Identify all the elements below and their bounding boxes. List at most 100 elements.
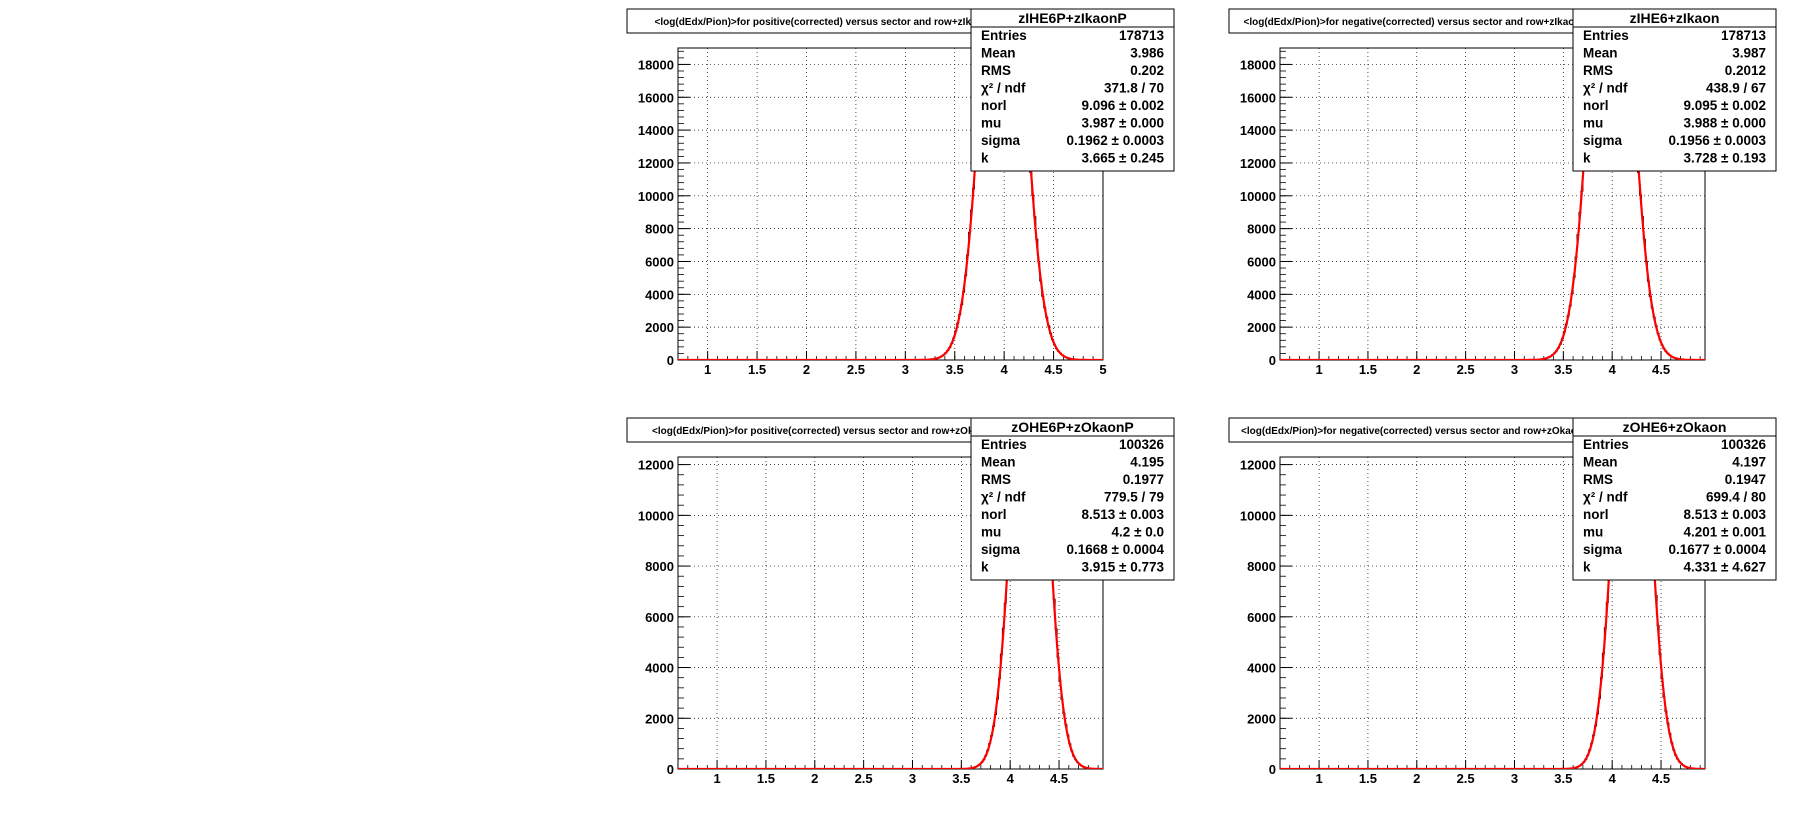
title-box	[626, 417, 1024, 443]
stats-label: RMS	[1583, 472, 1613, 487]
stats-value: 371.8 / 70	[1104, 81, 1164, 96]
x-tick-label: 1.5	[1359, 771, 1377, 786]
x-tick-label: 1.5	[748, 362, 766, 377]
y-tick-label: 2000	[645, 320, 674, 335]
x-tick-label: 4.5	[1652, 771, 1670, 786]
x-tick-label: 3.5	[952, 771, 970, 786]
stats-label: Mean	[1583, 46, 1618, 61]
panel-title: <log(dEdx/Pion)>for positive(corrected) …	[655, 17, 996, 28]
stats-label: norl	[981, 507, 1007, 522]
stats-label: mu	[981, 116, 1001, 131]
x-tick-label: 3	[1511, 771, 1518, 786]
y-tick-label: 6000	[1247, 254, 1276, 269]
x-tick-label: 4	[1007, 771, 1015, 786]
stats-label: Entries	[981, 437, 1027, 452]
stats-value: 0.1956 ± 0.0003	[1669, 133, 1767, 148]
stats-label: RMS	[981, 472, 1011, 487]
y-tick-label: 2000	[645, 711, 674, 726]
x-tick-label: 2.5	[1457, 362, 1475, 377]
y-tick-label: 8000	[645, 559, 674, 574]
stats-label: k	[981, 560, 989, 575]
x-tick-label: 3	[909, 771, 916, 786]
stats-label: Entries	[981, 28, 1027, 43]
y-tick-label: 12000	[638, 156, 674, 171]
y-tick-label: 4000	[645, 287, 674, 302]
stats-label: Entries	[1583, 437, 1629, 452]
stats-label: sigma	[981, 542, 1021, 557]
x-tick-label: 2.5	[847, 362, 865, 377]
stats-label: mu	[1583, 116, 1603, 131]
y-tick-label: 10000	[638, 508, 674, 523]
stats-label: sigma	[981, 133, 1021, 148]
x-tick-label: 4	[1609, 362, 1617, 377]
stats-value: 9.096 ± 0.002	[1082, 98, 1164, 113]
x-tick-label: 2.5	[1457, 771, 1475, 786]
stats-value: 3.987	[1732, 46, 1766, 61]
histogram-panel-2: 1 1.5 2 2.5 3 3.5 4 4.5 0 2000 4000 6000 8000 10000 12…	[1228, 8, 1777, 377]
stats-label: norl	[981, 98, 1007, 113]
y-tick-label: 0	[1269, 762, 1276, 777]
stats-value: 3.987 ± 0.000	[1082, 116, 1164, 131]
x-tick-label: 3	[902, 362, 909, 377]
stats-box-name: zIHE6P+zIkaonP	[1018, 10, 1127, 26]
x-tick-label: 3.5	[1554, 362, 1572, 377]
stats-label: χ² / ndf	[1583, 81, 1628, 96]
x-tick-label: 2	[1413, 771, 1420, 786]
y-tick-label: 12000	[1240, 458, 1276, 473]
stats-value: 4.195	[1130, 455, 1164, 470]
y-tick-label: 2000	[1247, 711, 1276, 726]
stats-value: 4.197	[1732, 455, 1766, 470]
fit-curve	[678, 48, 1103, 360]
stats-label: k	[1583, 560, 1591, 575]
stats-value: 0.1668 ± 0.0004	[1067, 542, 1165, 557]
y-tick-label: 2000	[1247, 320, 1276, 335]
stats-value: 178713	[1721, 28, 1767, 43]
y-tick-label: 0	[667, 762, 674, 777]
stats-box	[1572, 417, 1777, 581]
y-tick-label: 18000	[1240, 57, 1276, 72]
stats-value: 8.513 ± 0.003	[1082, 507, 1165, 522]
stats-value: 4.201 ± 0.001	[1684, 525, 1767, 540]
y-tick-label: 12000	[1240, 156, 1276, 171]
title-box	[626, 8, 1024, 34]
x-tick-label: 1.5	[757, 771, 775, 786]
stats-box	[1572, 8, 1777, 172]
stats-label: RMS	[981, 63, 1011, 78]
x-tick-label: 2	[811, 771, 818, 786]
stats-value: 3.665 ± 0.245	[1082, 151, 1165, 166]
x-tick-label: 1	[1315, 362, 1322, 377]
stats-label: Mean	[981, 46, 1016, 61]
stats-label: norl	[1583, 507, 1609, 522]
stats-value: 699.4 / 80	[1706, 490, 1766, 505]
histogram-panel-1: 1 1.5 2 2.5 3 3.5 4 4.5 5 0 2000 4000 6000 8000 10000 1…	[626, 8, 1175, 377]
y-tick-label: 4000	[645, 661, 674, 676]
x-tick-label: 3.5	[946, 362, 964, 377]
stats-label: χ² / ndf	[1583, 490, 1628, 505]
y-tick-label: 8000	[645, 222, 674, 237]
y-tick-label: 6000	[1247, 610, 1276, 625]
stats-value: 178713	[1119, 28, 1165, 43]
stats-box	[970, 417, 1175, 581]
y-tick-label: 0	[667, 353, 674, 368]
stats-value: 0.1977	[1123, 472, 1164, 487]
stats-box-name: zOHE6+zOkaon	[1623, 419, 1727, 435]
x-tick-label: 4.5	[1050, 771, 1068, 786]
stats-label: RMS	[1583, 63, 1613, 78]
stats-label: Mean	[1583, 455, 1618, 470]
stats-label: mu	[1583, 525, 1603, 540]
title-box	[1228, 8, 1596, 34]
stats-value: 3.728 ± 0.193	[1684, 151, 1767, 166]
x-tick-label: 1	[704, 362, 711, 377]
y-tick-label: 12000	[638, 458, 674, 473]
y-tick-label: 0	[1269, 353, 1276, 368]
stats-label: mu	[981, 525, 1001, 540]
stats-value: 0.2012	[1725, 63, 1766, 78]
stats-value: 438.9 / 67	[1706, 81, 1766, 96]
y-tick-label: 14000	[1240, 123, 1276, 138]
stats-value: 3.988 ± 0.000	[1684, 116, 1766, 131]
x-tick-label: 4	[1001, 362, 1009, 377]
x-tick-label: 2.5	[855, 771, 873, 786]
histogram-panel-4: 1 1.5 2 2.5 3 3.5 4 4.5 0 2000 4000 6000 8000 10000 12…	[1228, 417, 1777, 786]
stats-label: Mean	[981, 455, 1016, 470]
x-tick-label: 1	[713, 771, 720, 786]
